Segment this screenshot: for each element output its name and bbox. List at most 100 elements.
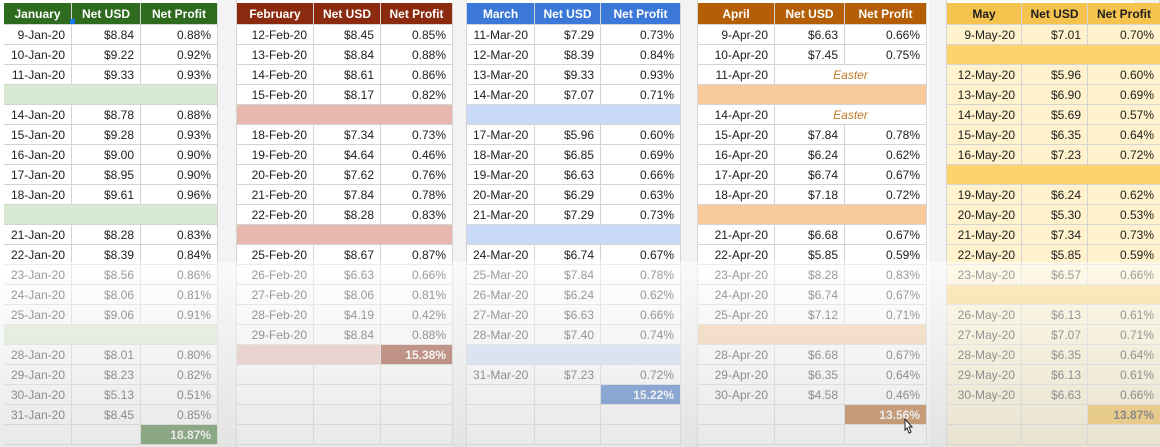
april-empty-cell[interactable]: [775, 405, 845, 425]
april-net-usd-cell[interactable]: $6.35: [775, 365, 845, 385]
may-date-cell[interactable]: 13-May-20: [947, 85, 1022, 105]
april-empty-cell[interactable]: [845, 425, 927, 445]
may-net-profit-cell[interactable]: 0.57%: [1088, 105, 1160, 125]
april-net-usd-header[interactable]: Net USD: [775, 3, 845, 25]
february-date-cell[interactable]: 13-Feb-20: [237, 45, 314, 65]
april-net-profit-cell[interactable]: 0.59%: [845, 245, 927, 265]
january-date-cell[interactable]: 31-Jan-20: [4, 405, 72, 425]
may-empty-cell[interactable]: [947, 425, 1022, 445]
may-net-profit-cell[interactable]: 0.53%: [1088, 205, 1160, 225]
may-net-profit-cell[interactable]: 0.66%: [1088, 265, 1160, 285]
february-net-profit-cell[interactable]: 0.73%: [381, 125, 453, 145]
february-net-usd-cell[interactable]: $7.62: [314, 165, 381, 185]
january-net-usd-cell[interactable]: $9.33: [72, 65, 141, 85]
january-net-profit-cell[interactable]: 0.82%: [141, 365, 218, 385]
february-date-cell[interactable]: 28-Feb-20: [237, 305, 314, 325]
january-net-usd-cell[interactable]: $8.28: [72, 225, 141, 245]
february-empty-cell[interactable]: [237, 425, 314, 445]
february-date-cell[interactable]: 19-Feb-20: [237, 145, 314, 165]
april-weekend-gap-row[interactable]: [698, 205, 927, 225]
january-net-profit-header[interactable]: Net Profit: [141, 3, 218, 25]
may-net-profit-cell[interactable]: 0.61%: [1088, 305, 1160, 325]
january-net-profit-cell[interactable]: 0.96%: [141, 185, 218, 205]
february-empty-cell[interactable]: [237, 385, 314, 405]
march-date-cell[interactable]: 18-Mar-20: [467, 145, 535, 165]
february-net-usd-cell[interactable]: $8.28: [314, 205, 381, 225]
april-date-cell[interactable]: 10-Apr-20: [698, 45, 775, 65]
march-net-usd-cell[interactable]: $6.85: [535, 145, 601, 165]
january-net-usd-cell[interactable]: $5.13: [72, 385, 141, 405]
march-net-profit-cell[interactable]: 0.72%: [601, 365, 681, 385]
may-net-usd-cell[interactable]: $7.01: [1022, 25, 1088, 45]
january-net-usd-cell[interactable]: $8.39: [72, 245, 141, 265]
may-date-cell[interactable]: 26-May-20: [947, 305, 1022, 325]
march-net-usd-cell[interactable]: $7.40: [535, 325, 601, 345]
april-net-usd-cell[interactable]: $7.12: [775, 305, 845, 325]
april-date-cell[interactable]: 11-Apr-20: [698, 65, 775, 85]
may-date-cell[interactable]: 27-May-20: [947, 325, 1022, 345]
february-empty-cell[interactable]: [381, 405, 453, 425]
april-net-usd-cell[interactable]: $6.63: [775, 25, 845, 45]
march-net-usd-cell[interactable]: $7.29: [535, 205, 601, 225]
february-net-profit-cell[interactable]: 0.76%: [381, 165, 453, 185]
march-net-usd-cell[interactable]: $7.84: [535, 265, 601, 285]
april-net-profit-cell[interactable]: 0.66%: [845, 25, 927, 45]
february-empty-cell[interactable]: [314, 425, 381, 445]
may-net-profit-cell[interactable]: 0.66%: [1088, 385, 1160, 405]
april-net-profit-cell[interactable]: 0.67%: [845, 165, 927, 185]
february-net-profit-cell[interactable]: 0.86%: [381, 65, 453, 85]
march-net-usd-cell[interactable]: $5.96: [535, 125, 601, 145]
january-date-cell[interactable]: 18-Jan-20: [4, 185, 72, 205]
may-net-profit-cell[interactable]: 0.72%: [1088, 145, 1160, 165]
may-net-profit-cell[interactable]: 0.62%: [1088, 185, 1160, 205]
february-date-cell[interactable]: 20-Feb-20: [237, 165, 314, 185]
january-net-profit-cell[interactable]: 0.84%: [141, 245, 218, 265]
may-net-usd-cell[interactable]: $6.35: [1022, 345, 1088, 365]
may-net-profit-cell[interactable]: 0.60%: [1088, 65, 1160, 85]
january-net-usd-cell[interactable]: $8.84: [72, 25, 141, 45]
january-net-profit-cell[interactable]: 0.83%: [141, 225, 218, 245]
february-empty-cell[interactable]: [314, 365, 381, 385]
april-net-usd-cell[interactable]: $5.85: [775, 245, 845, 265]
april-empty-cell[interactable]: [775, 425, 845, 445]
february-net-usd-cell[interactable]: $4.19: [314, 305, 381, 325]
march-date-cell[interactable]: 25-Mar-20: [467, 265, 535, 285]
february-weekend-gap-row[interactable]: [237, 105, 453, 125]
january-net-usd-cell[interactable]: $8.01: [72, 345, 141, 365]
march-date-cell[interactable]: 21-Mar-20: [467, 205, 535, 225]
march-net-usd-cell[interactable]: $7.29: [535, 25, 601, 45]
january-weekend-gap-row[interactable]: [4, 325, 218, 345]
january-net-usd-cell[interactable]: $8.45: [72, 405, 141, 425]
march-total-profit[interactable]: 15.22%: [601, 385, 681, 405]
may-net-usd-cell[interactable]: $6.13: [1022, 305, 1088, 325]
march-net-profit-cell[interactable]: 0.69%: [601, 145, 681, 165]
february-net-usd-cell[interactable]: $8.67: [314, 245, 381, 265]
march-net-profit-cell[interactable]: 0.73%: [601, 205, 681, 225]
january-net-usd-cell[interactable]: $9.00: [72, 145, 141, 165]
february-empty-cell[interactable]: [381, 385, 453, 405]
january-weekend-gap-row[interactable]: [4, 85, 218, 105]
may-month-header[interactable]: May: [947, 3, 1022, 25]
april-holiday-note[interactable]: Easter: [775, 105, 927, 125]
may-net-usd-cell[interactable]: $7.07: [1022, 325, 1088, 345]
april-net-profit-cell[interactable]: 0.83%: [845, 265, 927, 285]
march-net-usd-cell[interactable]: $9.33: [535, 65, 601, 85]
may-date-cell[interactable]: 30-May-20: [947, 385, 1022, 405]
april-date-cell[interactable]: 15-Apr-20: [698, 125, 775, 145]
april-date-cell[interactable]: 9-Apr-20: [698, 25, 775, 45]
january-date-cell[interactable]: 23-Jan-20: [4, 265, 72, 285]
april-net-profit-cell[interactable]: 0.75%: [845, 45, 927, 65]
february-net-usd-cell[interactable]: $8.61: [314, 65, 381, 85]
january-net-profit-cell[interactable]: 0.88%: [141, 105, 218, 125]
february-net-profit-header[interactable]: Net Profit: [381, 3, 453, 25]
april-net-profit-header[interactable]: Net Profit: [845, 3, 927, 25]
january-empty-cell[interactable]: [4, 425, 72, 445]
february-net-usd-cell[interactable]: $8.45: [314, 25, 381, 45]
april-net-usd-cell[interactable]: $6.74: [775, 285, 845, 305]
february-net-usd-cell[interactable]: $8.84: [314, 325, 381, 345]
march-net-usd-cell[interactable]: $6.74: [535, 245, 601, 265]
april-net-profit-cell[interactable]: 0.67%: [845, 345, 927, 365]
april-date-cell[interactable]: 21-Apr-20: [698, 225, 775, 245]
march-net-profit-cell[interactable]: 0.93%: [601, 65, 681, 85]
may-empty-cell[interactable]: [947, 405, 1022, 425]
